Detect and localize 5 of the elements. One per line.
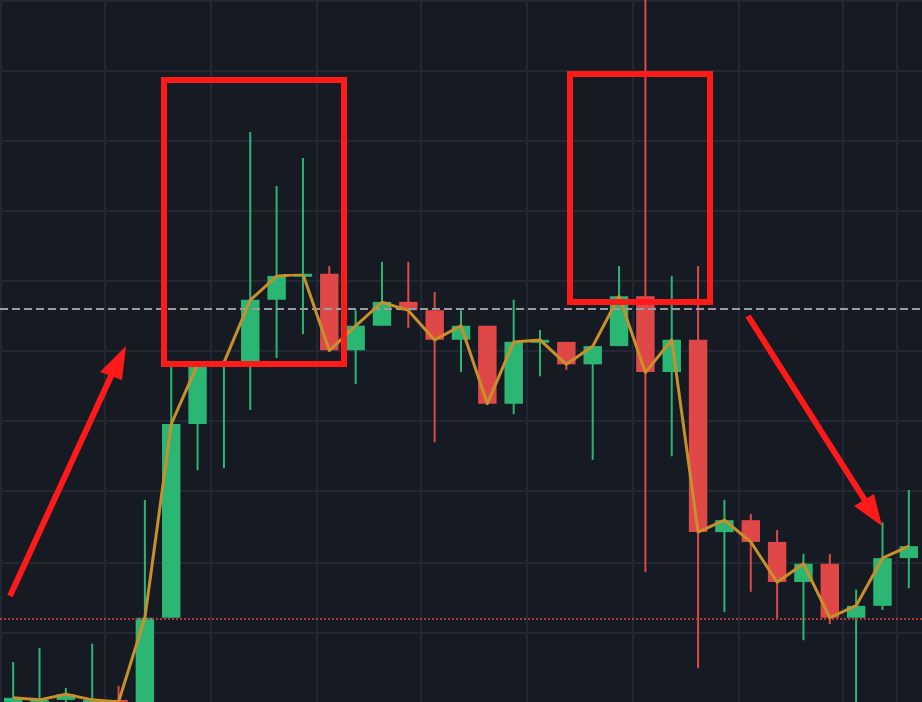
candlestick	[425, 291, 444, 444]
candlestick	[583, 345, 602, 461]
candlestick	[873, 521, 892, 612]
candlestick	[267, 185, 286, 360]
candlestick	[741, 512, 760, 593]
